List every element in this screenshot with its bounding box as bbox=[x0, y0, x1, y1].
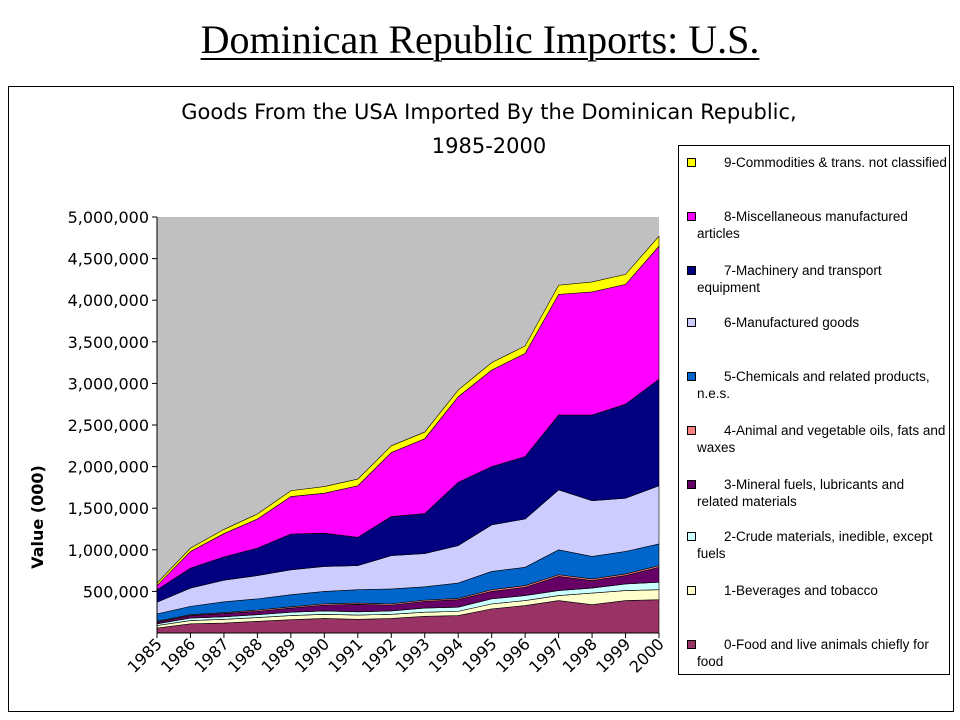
slide-title: Dominican Republic Imports: U.S. bbox=[200, 17, 760, 62]
legend-label: 7-Machinery and transport equipment bbox=[697, 263, 882, 295]
legend-label: 1-Beverages and tobacco bbox=[724, 583, 878, 598]
chart-title: Goods From the USA Imported By the Domin… bbox=[181, 100, 796, 124]
legend-label: 6-Manufactured goods bbox=[724, 315, 860, 330]
area-series-9 bbox=[156, 235, 660, 587]
y-tick-label: 3,500,000 bbox=[68, 333, 149, 352]
y-tick-label: 5,000,000 bbox=[68, 208, 149, 227]
x-tick-label: 1988 bbox=[224, 634, 266, 676]
legend-swatch bbox=[687, 640, 696, 649]
x-tick-label: 1992 bbox=[358, 634, 400, 676]
x-tick-label: 1996 bbox=[492, 634, 534, 676]
x-tick-label: 1995 bbox=[458, 634, 500, 676]
y-axis-label: Value (000) bbox=[28, 465, 47, 569]
legend-label: 9-Commodities & trans. not classified bbox=[724, 155, 947, 170]
legend-label: 8-Miscellaneous manufactured articles bbox=[697, 209, 908, 241]
legend-swatch bbox=[687, 532, 696, 541]
x-tick-label: 2000 bbox=[626, 634, 668, 676]
x-tick-label: 1997 bbox=[525, 634, 567, 676]
legend-label: 3-Mineral fuels, lubricants and related … bbox=[697, 477, 905, 509]
x-tick-label: 1989 bbox=[257, 634, 299, 676]
y-tick-label: 4,500,000 bbox=[68, 250, 149, 269]
chart-subtitle: 1985-2000 bbox=[432, 134, 546, 158]
x-tick-label: 1986 bbox=[157, 634, 199, 676]
legend-swatch bbox=[687, 266, 696, 275]
y-tick-label: 1,500,000 bbox=[68, 499, 149, 518]
legend: 9-Commodities & trans. not classified 8-M… bbox=[678, 145, 950, 675]
y-tick-label: 2,500,000 bbox=[68, 416, 149, 435]
legend-swatch bbox=[687, 426, 696, 435]
legend-swatch bbox=[687, 158, 696, 167]
y-tick-label: 3,000,000 bbox=[68, 374, 149, 393]
chart-frame: Goods From the USA Imported By the Domin… bbox=[8, 86, 954, 712]
x-tick-label: 1998 bbox=[559, 634, 601, 676]
y-tick-label: 2,000,000 bbox=[68, 458, 149, 477]
y-tick-label: 500,000 bbox=[83, 582, 149, 601]
x-tick-label: 1999 bbox=[592, 634, 634, 676]
y-tick-label: 4,000,000 bbox=[68, 291, 149, 310]
x-tick-label: 1993 bbox=[391, 634, 433, 676]
x-tick-label: 1985 bbox=[124, 634, 166, 676]
x-tick-label: 1987 bbox=[191, 634, 233, 676]
legend-label: 5-Chemicals and related products, n.e.s. bbox=[697, 369, 930, 401]
legend-label: 0-Food and live animals chiefly for food bbox=[697, 637, 929, 669]
legend-swatch bbox=[687, 586, 696, 595]
area-chart: Goods From the USA Imported By the Domin… bbox=[28, 100, 797, 677]
legend-swatch bbox=[687, 480, 696, 489]
x-tick-label: 1990 bbox=[291, 634, 333, 676]
legend-swatch bbox=[687, 372, 696, 381]
legend-label: 2-Crude materials, inedible, except fuel… bbox=[697, 529, 933, 561]
legend-swatch bbox=[687, 318, 696, 327]
x-tick-label: 1994 bbox=[425, 634, 467, 676]
x-tick-label: 1991 bbox=[324, 634, 366, 676]
legend-swatch bbox=[687, 212, 696, 221]
plot-area: 500,000 1,000,000 1,500,000 2,000,000 2,500,… bbox=[68, 208, 668, 677]
legend-label: 4-Animal and vegetable oils, fats and wa… bbox=[697, 423, 946, 455]
y-tick-label: 1,000,000 bbox=[68, 541, 149, 560]
